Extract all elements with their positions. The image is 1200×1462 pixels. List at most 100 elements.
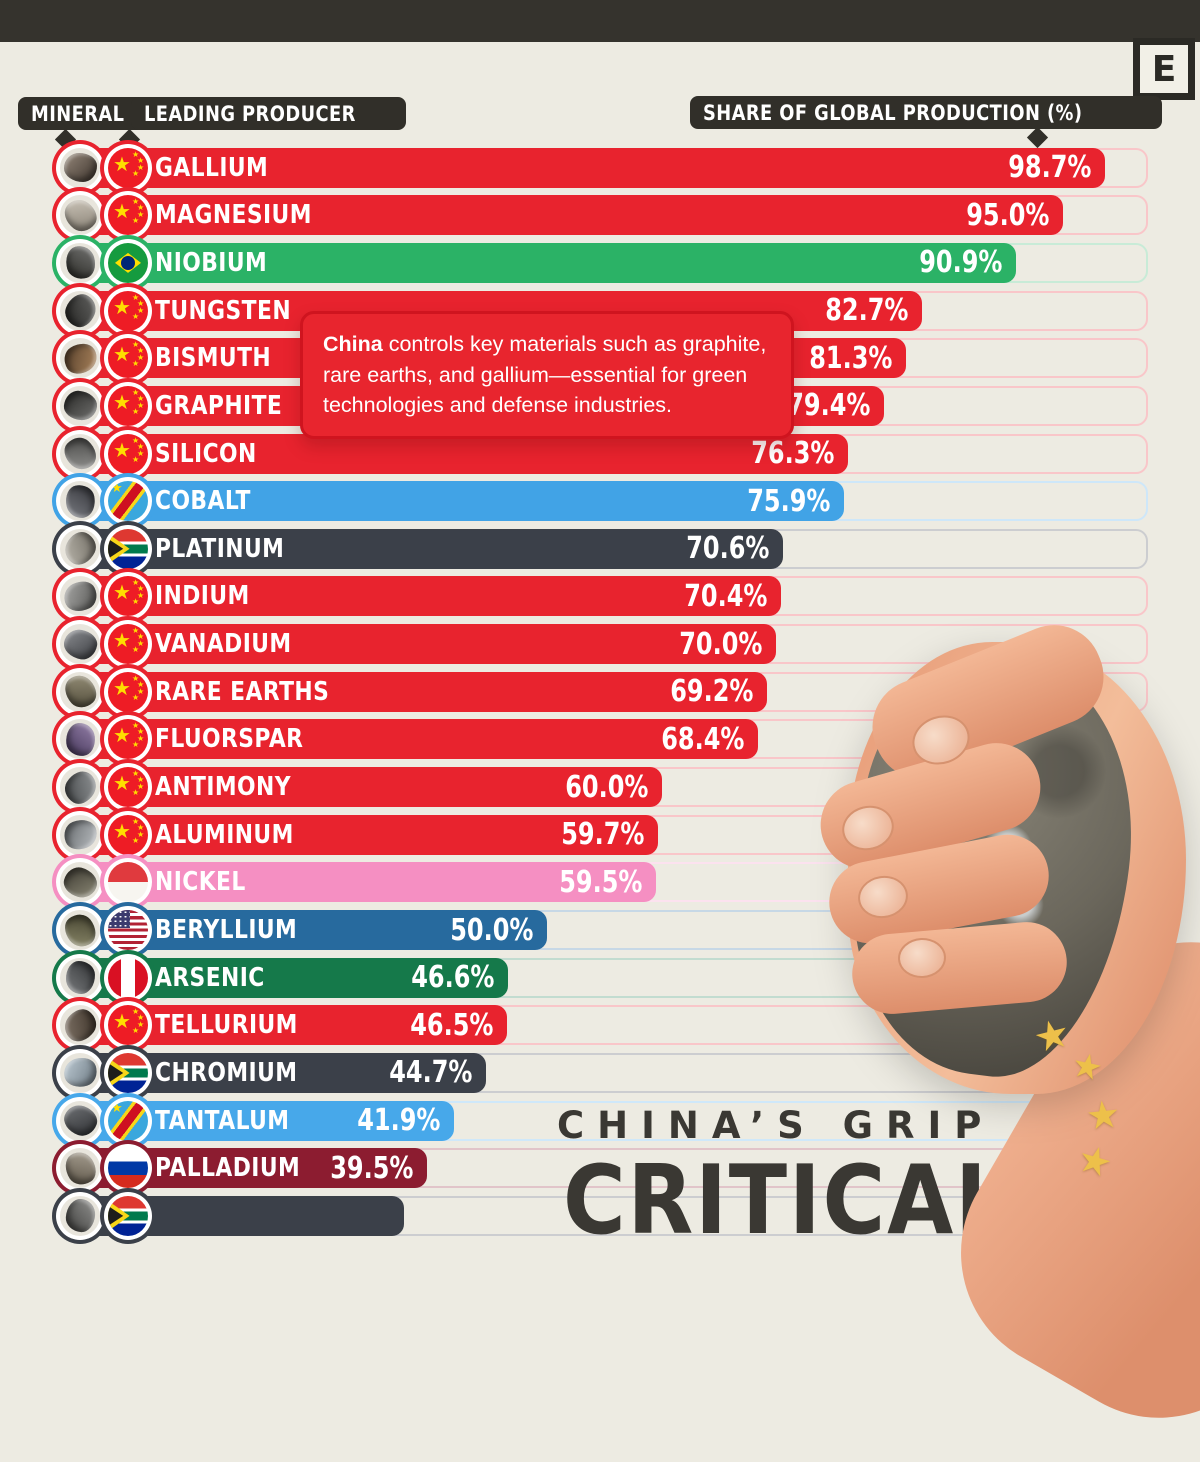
mineral-name-label: SILICON [155, 438, 257, 469]
mineral-photo-frame [56, 1144, 104, 1193]
mineral-photo [60, 528, 100, 569]
producer-flag-ring: ★ ★ ★ ★ ★ [100, 187, 156, 244]
mineral-photo-frame [56, 381, 104, 430]
rock-sample-icon [60, 576, 100, 617]
mineral-row-palladium: 39.5% PALLADIUM [52, 1140, 1148, 1197]
share-value-label: 44.7% [389, 1055, 473, 1091]
mineral-row-magnesium: 95.0% ★ ★ ★ ★ ★ MAGNESIUM [52, 187, 1148, 244]
mineral-photo-ring [52, 949, 108, 1006]
producer-flag-ring [100, 1140, 156, 1197]
mineral-photo [60, 481, 100, 522]
china-flag-icon: ★ ★ ★ ★ ★ [108, 767, 148, 808]
mineral-photo [60, 433, 100, 474]
mineral-photo [60, 147, 100, 188]
mineral-row-beryllium: 50.0% BERYLLIUM [52, 902, 1148, 958]
mineral-row-fluorspar: 68.4% ★ ★ ★ ★ ★ FLUORSPAR [52, 711, 1148, 768]
producer-flag-ring: ★ ★ ★ ★ ★ [100, 330, 156, 387]
usa-flag-icon [108, 910, 148, 950]
share-bar: 76.3% [55, 433, 848, 474]
producer-flag-ring: ★ ★ ★ ★ ★ [100, 282, 156, 339]
share-value-label: 70.0% [679, 626, 763, 662]
mineral-photo [60, 767, 100, 808]
mineral-name-label: BISMUTH [155, 343, 272, 374]
mineral-name-label: GRAPHITE [155, 390, 283, 421]
za-flag-icon [108, 528, 148, 569]
mineral-photo-ring [52, 902, 108, 958]
mineral-row-niobium: 90.9% NIOBIUM [52, 234, 1148, 291]
share-value-label: 41.9% [357, 1103, 441, 1139]
producer-flag-ring: ★ ★ ★ ★ ★ [100, 711, 156, 768]
mineral-photo-ring [52, 1140, 108, 1197]
china-flag-icon: ★ ★ ★ ★ ★ [108, 433, 148, 474]
share-value-label: 75.9% [747, 483, 831, 519]
producer-flag-frame: ★ ★ ★ ★ ★ [104, 191, 152, 240]
mineral-photo-frame [56, 810, 104, 859]
mineral-row-arsenic: 46.6% ARSENIC [52, 949, 1148, 1006]
share-badge-pointer [1026, 126, 1049, 149]
mineral-row-silicon: 76.3% ★ ★ ★ ★ ★ SILICON [52, 425, 1148, 482]
share-column-badge: SHARE OF GLOBAL PRODUCTION (%) [690, 96, 1163, 129]
mineral-row-gallium: 98.7% ★ ★ ★ ★ ★ GALLIUM [52, 139, 1148, 196]
mineral-photo-frame [56, 715, 104, 764]
china-flag-icon: ★ ★ ★ ★ ★ [108, 338, 148, 379]
mineral-name-label: BERYLLIUM [155, 915, 298, 945]
mineral-photo-ring [52, 234, 108, 291]
mineral-photo [60, 338, 100, 379]
mineral-name-label: CHROMIUM [155, 1057, 298, 1088]
share-value-label: 81.3% [809, 340, 893, 376]
share-value-label: 90.9% [919, 245, 1003, 281]
share-bar: 68.4% [55, 719, 758, 760]
share-bar: 90.9% [55, 242, 1016, 283]
mineral-photo-frame [56, 572, 104, 621]
mineral-row-cobalt: 75.9% ★ COBALT [52, 473, 1148, 530]
share-value-label: 79.4% [787, 388, 871, 424]
producer-flag-ring: ★ ★ ★ ★ ★ [100, 377, 156, 434]
mineral-name-label: TANTALUM [155, 1105, 290, 1136]
producer-flag-frame [104, 906, 152, 954]
rock-sample-icon [60, 671, 100, 712]
china-flag-icon: ★ ★ ★ ★ ★ [108, 671, 148, 712]
mineral-photo-frame [56, 1096, 104, 1145]
rock-sample-icon [62, 389, 98, 422]
mineral-name-label: INDIUM [155, 581, 250, 612]
share-value-label: 82.7% [825, 293, 909, 329]
rock-sample-icon [63, 153, 97, 183]
mineral-photo-ring [52, 473, 108, 530]
rock-sample-icon [63, 721, 97, 758]
mineral-name-label: ALUMINUM [155, 819, 294, 850]
rock-sample-icon [60, 910, 100, 950]
china-flag-icon: ★ ★ ★ ★ ★ [108, 290, 148, 331]
rock-sample-icon [60, 767, 100, 808]
mineral-photo [60, 814, 100, 855]
mineral-photo [60, 671, 100, 712]
producer-flag-frame: ★ ★ ★ ★ ★ [104, 620, 152, 669]
mineral-photo [60, 195, 100, 236]
mineral-photo [60, 1052, 100, 1093]
china-star-icon: ★ [1083, 1091, 1123, 1139]
rock-sample-icon [60, 338, 100, 379]
tooltip-bold-text: China [323, 332, 383, 356]
share-bar: 75.9% [55, 481, 844, 522]
mineral-photo [60, 576, 100, 617]
mineral-column-label: MINERAL [31, 101, 125, 126]
china-flag-icon: ★ ★ ★ ★ ★ [108, 719, 148, 760]
share-value-label: 46.6% [411, 960, 495, 996]
mineral-row-tantalum: 41.9% ★ TANTALUM [52, 1092, 1148, 1149]
mineral-name-label: MAGNESIUM [155, 200, 312, 231]
share-value-label: 95.0% [966, 197, 1050, 233]
rock-sample-icon [60, 1148, 100, 1189]
mineral-photo-frame [56, 1191, 104, 1240]
za-flag-icon [108, 1052, 148, 1093]
mineral-photo-ring [52, 425, 108, 482]
mineral-photo [60, 1148, 100, 1189]
producer-flag-frame: ★ ★ ★ ★ ★ [104, 810, 152, 859]
producer-flag-frame: ★ [104, 477, 152, 526]
mineral-photo-frame [56, 238, 104, 287]
share-bar: 69.2% [55, 671, 767, 712]
russia-flag-icon [108, 1148, 148, 1189]
rock-sample-icon [60, 815, 100, 855]
producer-column-badge: LEADING PRODUCER [131, 97, 407, 130]
producer-flag-frame [104, 1191, 152, 1240]
mineral-row-indium: 70.4% ★ ★ ★ ★ ★ INDIUM [52, 568, 1148, 625]
share-column-label: SHARE OF GLOBAL PRODUCTION (%) [703, 100, 1083, 125]
